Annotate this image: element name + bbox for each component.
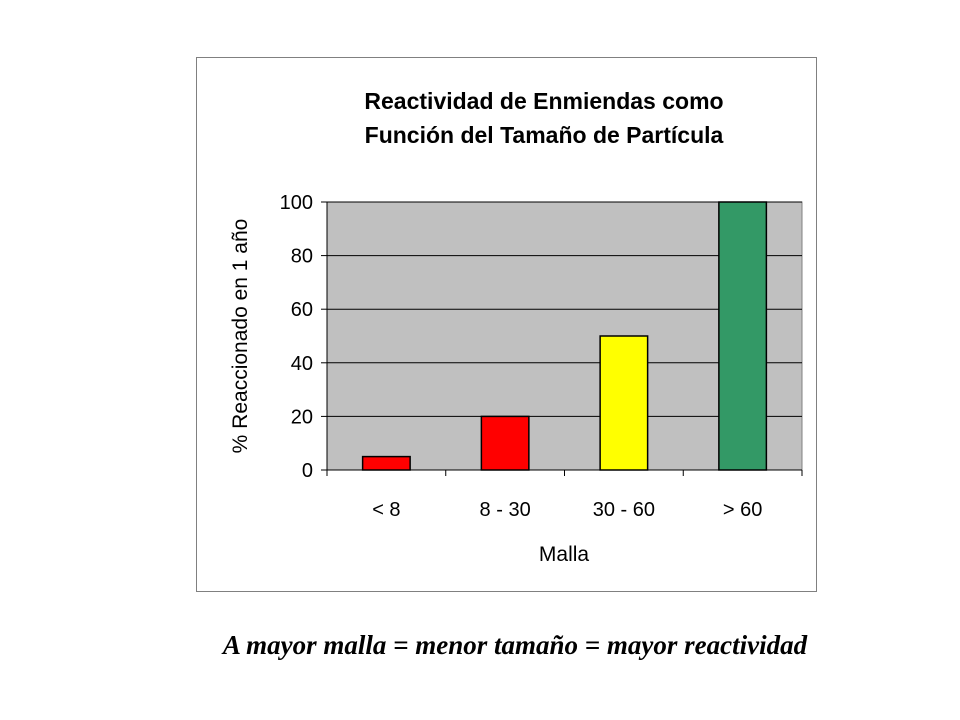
x-tick-label: 8 - 30: [480, 499, 531, 521]
chart-caption: A mayor malla = menor tamaño = mayor rea…: [222, 630, 808, 660]
x-tick-label: 30 - 60: [593, 499, 655, 521]
y-tick-label: 80: [291, 246, 313, 268]
x-axis-label: Malla: [539, 543, 590, 566]
y-axis-label: % Reaccionado en 1 año: [229, 219, 252, 454]
bar: [480, 415, 530, 471]
bar: [718, 201, 768, 471]
y-axis-ticks: 0 20 40 60 80 100: [280, 192, 327, 482]
x-tick-label: > 60: [723, 499, 762, 521]
chart-title-line-2: Función del Tamaño de Partícula: [365, 122, 724, 148]
x-axis-ticks: < 8 8 - 30 30 - 60 > 60: [326, 470, 803, 521]
bars: [361, 201, 768, 471]
bar: [361, 455, 411, 471]
chart-frame: Reactividad de Enmiendas como Función de…: [196, 57, 817, 592]
y-tick-label: 40: [291, 353, 313, 375]
x-tick-label: < 8: [372, 499, 400, 521]
y-tick-label: 20: [291, 406, 313, 428]
bar: [599, 335, 649, 471]
y-tick-label: 100: [280, 192, 313, 214]
y-tick-label: 0: [302, 460, 313, 482]
y-tick-label: 60: [291, 299, 313, 321]
chart-title-line-1: Reactividad de Enmiendas como: [364, 88, 723, 114]
bar-chart: Reactividad de Enmiendas como Función de…: [229, 88, 803, 566]
